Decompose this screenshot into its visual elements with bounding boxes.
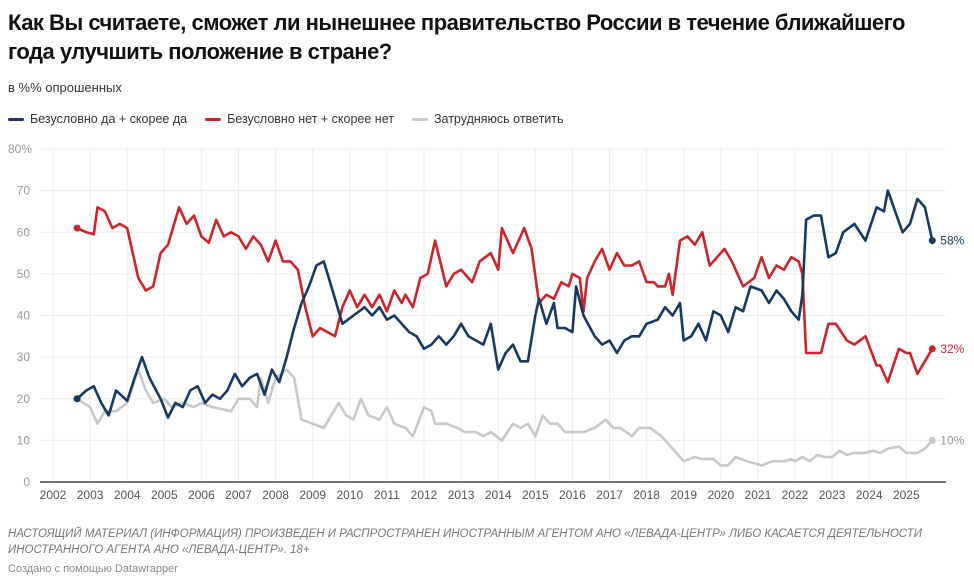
- x-tick-label: 2007: [225, 488, 252, 502]
- legend-label-no: Безусловно нет + скорее нет: [227, 112, 394, 126]
- y-tick-label: 50: [17, 267, 31, 281]
- legend-swatch-yes: [8, 117, 24, 121]
- y-tick-label: 40: [17, 309, 31, 323]
- x-tick-label: 2008: [262, 488, 289, 502]
- series-start-dot-no: [73, 224, 81, 232]
- x-tick-label: 2002: [40, 488, 67, 502]
- x-tick-label: 2023: [819, 488, 846, 502]
- x-tick-label: 2011: [374, 488, 400, 502]
- y-tick-label: 10: [17, 433, 31, 447]
- x-tick-label: 2012: [411, 488, 438, 502]
- legend-swatch-no: [205, 117, 222, 121]
- y-tick-label: 70: [17, 184, 31, 198]
- y-tick-label: 0: [23, 475, 30, 489]
- x-tick-label: 2004: [114, 488, 141, 502]
- chart-subtitle: в %% опрошенных: [8, 80, 122, 95]
- series-line-yes: [76, 189, 934, 419]
- x-tick-label: 2021: [745, 488, 772, 502]
- legend-item-unsure: Затрудняюсь ответить: [411, 112, 564, 126]
- x-tick-label: 2018: [633, 488, 660, 502]
- x-tick-label: 2009: [299, 488, 326, 502]
- legend-swatch-unsure: [411, 117, 428, 121]
- series-end-dot-unsure: [928, 436, 936, 444]
- x-tick-label: 2020: [707, 488, 734, 502]
- x-tick-label: 2005: [151, 488, 178, 502]
- datawrapper-credit: Создано с помощью Datawrapper: [8, 563, 178, 575]
- x-tick-label: 2015: [522, 488, 549, 502]
- series-end-label-unsure: 10%: [940, 433, 964, 447]
- x-tick-label: 2016: [559, 488, 586, 502]
- x-tick-label: 2024: [856, 488, 883, 502]
- x-tick-label: 2019: [670, 488, 697, 502]
- x-tick-label: 2003: [77, 488, 104, 502]
- series-end-label-yes: 58%: [940, 234, 964, 248]
- x-tick-label: 2014: [485, 488, 512, 502]
- x-tick-label: 2017: [596, 488, 623, 502]
- chart-title: Как Вы считаете, сможет ли нынешнее прав…: [8, 10, 905, 64]
- series-end-dot-yes: [928, 237, 936, 245]
- x-tick-label: 2013: [448, 488, 475, 502]
- y-tick-label: 60: [17, 225, 31, 239]
- legend-item-yes: Безусловно да + скорее да: [8, 112, 187, 126]
- legend-item-no: Безусловно нет + скорее нет: [205, 112, 394, 126]
- legend-label-unsure: Затрудняюсь ответить: [433, 112, 564, 126]
- series-end-label-no: 32%: [940, 342, 964, 356]
- x-tick-label: 2006: [188, 488, 215, 502]
- series-line-unsure: [76, 368, 934, 467]
- legend-label-yes: Безусловно да + скорее да: [30, 112, 188, 126]
- y-tick-label: 30: [17, 350, 31, 364]
- series-line-no: [76, 206, 934, 384]
- x-tick-label: 2010: [336, 488, 363, 502]
- x-tick-label: 2025: [893, 488, 920, 502]
- foreign-agent-notice: НАСТОЯЩИЙ МАТЕРИАЛ (ИНФОРМАЦИЯ) ПРОИЗВЕД…: [8, 528, 922, 556]
- x-tick-label: 2022: [782, 488, 809, 502]
- y-tick-label: 80%: [8, 142, 32, 156]
- series-start-dot-yes: [73, 395, 81, 403]
- series-end-dot-no: [928, 345, 936, 353]
- y-tick-label: 20: [17, 392, 31, 406]
- legend: Безусловно да + скорее да Безусловно нет…: [8, 112, 564, 126]
